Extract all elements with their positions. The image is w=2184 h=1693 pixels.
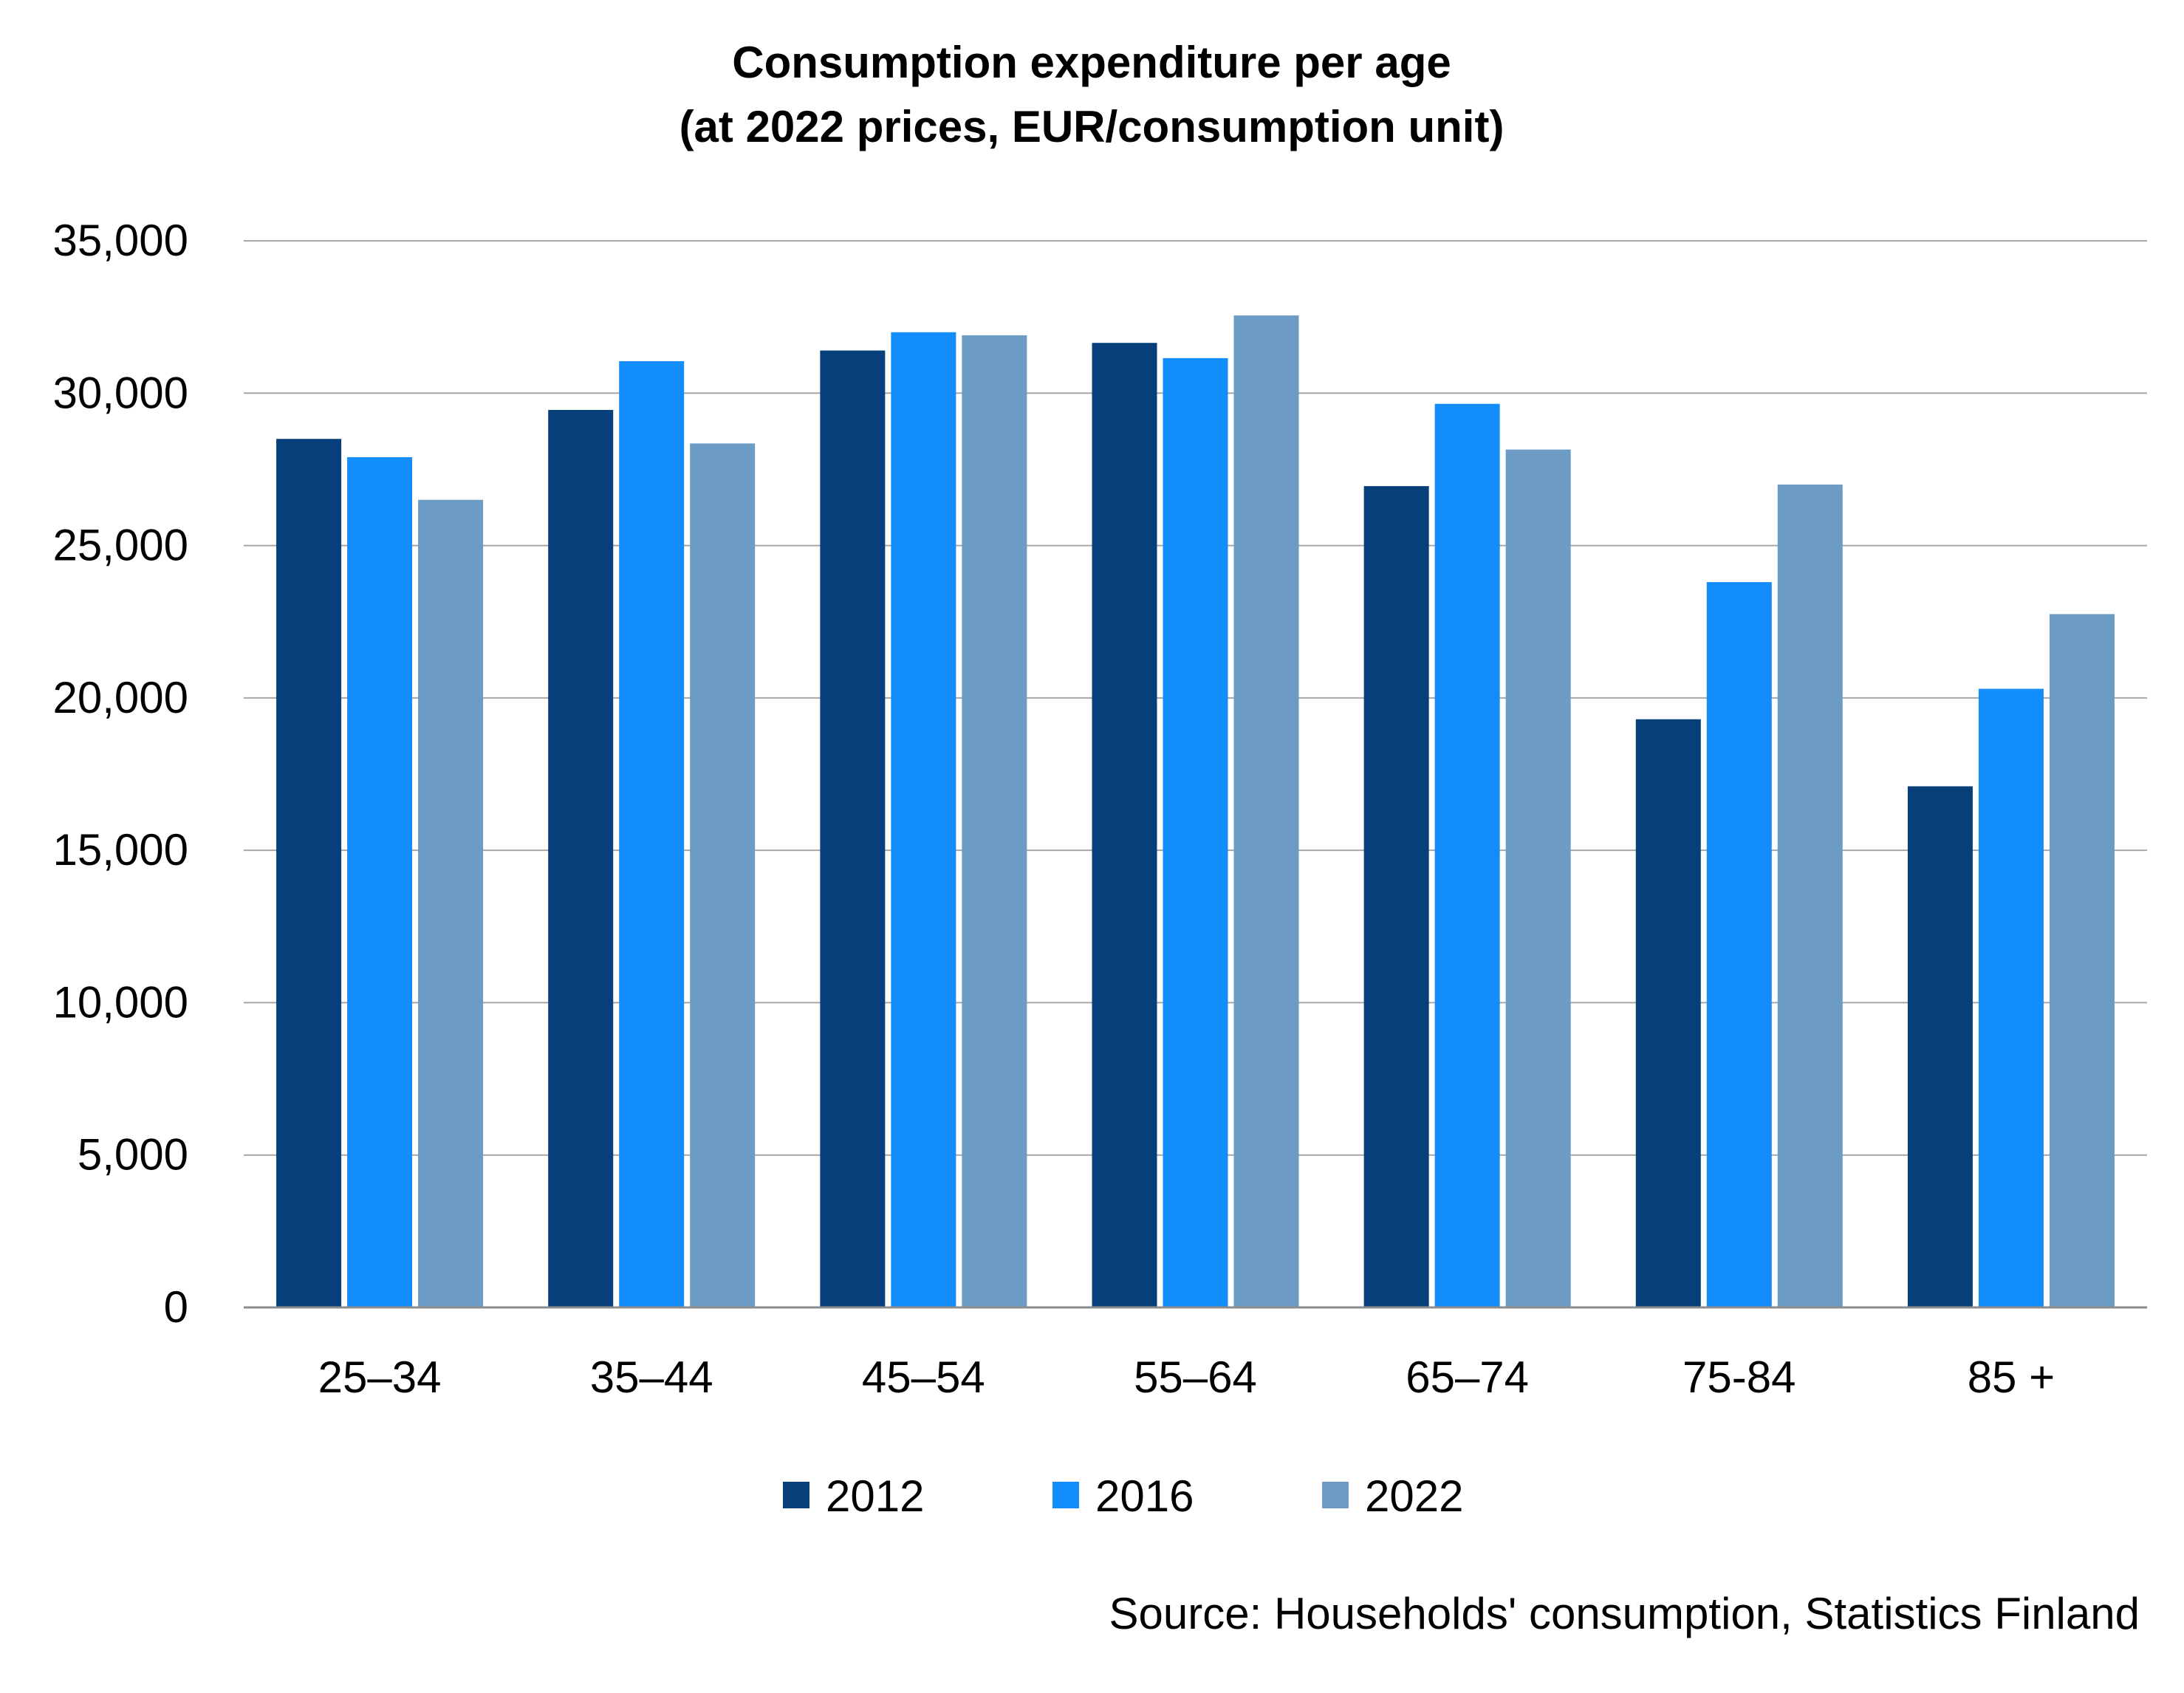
x-tick-label: 65–74 (1406, 1352, 1529, 1402)
y-axis-tick-labels: 0 5,000 10,000 15,000 20,000 25,000 30,000 35,0… (52, 216, 188, 1332)
bar-2022-5 (1777, 485, 1843, 1307)
y-tick-label: 30,000 (52, 368, 188, 417)
bar-2012-3 (1092, 343, 1157, 1307)
bar-2012-5 (1635, 719, 1701, 1307)
bar-2016-4 (1434, 403, 1500, 1307)
bar-2022-4 (1505, 449, 1571, 1307)
y-tick-label: 15,000 (52, 825, 188, 875)
bar-2012-2 (820, 350, 886, 1307)
bar-2016-6 (1978, 688, 2044, 1307)
legend: 2012 2016 2022 (783, 1471, 1463, 1521)
x-tick-label: 85 + (1968, 1352, 2055, 1402)
bar-2016-1 (619, 360, 685, 1308)
x-tick-label: 25–34 (318, 1352, 442, 1402)
bar-2022-1 (690, 443, 756, 1307)
legend-label-2022: 2022 (1365, 1471, 1463, 1521)
source-note: Source: Households' consumption, Statist… (1109, 1589, 2140, 1638)
bar-2012-1 (548, 409, 614, 1307)
y-tick-label: 25,000 (52, 521, 188, 570)
y-tick-label: 20,000 (52, 673, 188, 722)
legend-label-2016: 2016 (1095, 1471, 1194, 1521)
chart-subtitle: (at 2022 prices, EUR/consumption unit) (679, 102, 1505, 151)
y-tick-label: 0 (164, 1282, 188, 1332)
bar-2022-6 (2049, 614, 2115, 1307)
bar-2016-0 (347, 456, 413, 1307)
x-axis-tick-labels: 25–34 35–44 45–54 55–64 65–74 75-84 85 + (318, 1352, 2055, 1402)
legend-label-2012: 2012 (826, 1471, 924, 1521)
x-tick-label: 55–64 (1134, 1352, 1257, 1402)
bar-2016-2 (891, 332, 956, 1307)
bar-2022-3 (1233, 315, 1299, 1308)
bar-2016-3 (1163, 358, 1228, 1308)
bar-2012-0 (276, 439, 342, 1308)
y-tick-label: 10,000 (52, 977, 188, 1027)
y-tick-label: 5,000 (78, 1130, 188, 1180)
bar-2016-5 (1706, 582, 1772, 1307)
legend-swatch-2022 (1322, 1482, 1349, 1508)
legend-swatch-2012 (783, 1482, 809, 1508)
x-tick-label: 35–44 (590, 1352, 713, 1402)
y-tick-label: 35,000 (52, 216, 188, 265)
bar-2012-6 (1907, 786, 1973, 1307)
x-tick-label: 45–54 (862, 1352, 985, 1402)
bar-2022-0 (418, 499, 484, 1307)
bar-2022-2 (962, 335, 1027, 1307)
bars (276, 315, 2115, 1308)
chart-title: Consumption expenditure per age (732, 38, 1451, 87)
x-tick-label: 75-84 (1682, 1352, 1796, 1402)
bar-2012-4 (1363, 486, 1429, 1307)
legend-swatch-2016 (1052, 1482, 1079, 1508)
